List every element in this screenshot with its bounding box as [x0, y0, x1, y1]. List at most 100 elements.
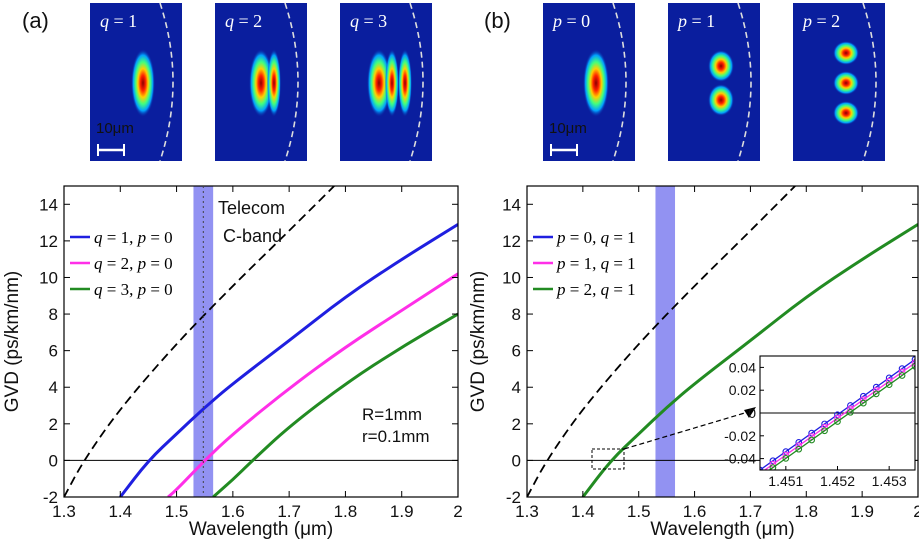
y-tick-label: -2	[43, 488, 58, 507]
y-tick-label: 12	[39, 232, 58, 251]
y-tick-label: 10	[39, 268, 58, 287]
mode-lobe	[708, 84, 734, 116]
inset-marker	[885, 381, 893, 389]
mode-lobe	[708, 50, 734, 82]
boundary-arc	[409, 2, 424, 162]
series-line-4	[64, 186, 335, 497]
y-tick-label: 6	[49, 342, 58, 361]
band-label-line1: Telecom	[218, 198, 285, 218]
mode-images-a: q = 1 10μm q = 2 q = 3	[90, 2, 432, 162]
chart-b: 1.3 1.4 1.5 1.6 1.7 1.8 1.9 2 -2 0 2 4 6 8 10 12 14 Wavel…	[468, 185, 919, 540]
inset-marker	[795, 445, 803, 453]
x-tick-label: 1.6	[683, 502, 707, 521]
mode-lobe	[833, 41, 859, 65]
zoom-box	[591, 448, 625, 470]
zoom-arrowhead	[744, 407, 756, 418]
x-tick-label: 1.9	[850, 502, 874, 521]
chart-a: 1.3 1.4 1.5 1.6 1.7 1.8 1.9 2 -2 0 2 4 6 8 10 12 14 Wavel…	[2, 185, 463, 540]
inset-marker	[898, 372, 906, 379]
x-axis-label: Wavelength (μm)	[189, 519, 333, 540]
scalebar-label: 10μm	[549, 120, 587, 137]
boundary-arc	[612, 2, 627, 162]
y-tick-label: 4	[512, 378, 521, 397]
series-line-2	[167, 272, 458, 497]
inset-x-tick-label: 1.452	[820, 473, 855, 489]
inset-y-tick-label: -0.04	[724, 451, 756, 467]
y-axis-label: GVD (ps/km/nm)	[468, 271, 489, 412]
inset-marker	[769, 464, 777, 470]
panel-a-label: (a)	[22, 8, 49, 33]
x-tick-label: 1.7	[739, 502, 763, 521]
inset-series-1	[760, 358, 915, 470]
legend-entry: q = 2, p = 0	[94, 254, 173, 273]
mode-image-b-3: p = 2	[793, 2, 885, 162]
y-tick-label: 4	[49, 378, 58, 397]
inset-series-2	[763, 362, 915, 470]
series-line-1	[581, 223, 918, 497]
x-tick-label: 1.9	[390, 502, 414, 521]
x-tick-label: 1.3	[515, 502, 539, 521]
plot-area	[64, 186, 458, 497]
mode-lobe	[385, 49, 399, 117]
x-tick-label: 1.6	[221, 502, 245, 521]
boundary-arc	[159, 2, 174, 162]
scalebar-label: 10μm	[96, 120, 134, 137]
legend-entry: q = 1, p = 0	[94, 228, 173, 247]
boundary-arc	[862, 2, 877, 162]
mode-label: q = 3	[350, 11, 387, 31]
x-tick-label: 2	[913, 502, 919, 521]
legend: p = 0, q = 1 p = 1, q = 1 p = 2, q = 1	[533, 228, 636, 299]
boundary-arc	[737, 2, 752, 162]
y-tick-label: 14	[39, 195, 58, 214]
x-tick-label: 1.4	[571, 502, 595, 521]
inset-x-tick-label: 1.451	[768, 473, 803, 489]
series-line-2	[527, 186, 796, 497]
inset-y-tick-label: 0	[748, 405, 756, 421]
x-tick-label: 1.8	[334, 502, 358, 521]
y-tick-label: 14	[502, 195, 521, 214]
mode-image-a-3: q = 3	[340, 2, 432, 162]
y-tick-label: 0	[49, 451, 58, 470]
inset-marker	[911, 356, 915, 363]
mode-lobe	[367, 49, 391, 117]
y-tick-label: -2	[506, 488, 521, 507]
inset-marker	[782, 455, 790, 462]
mode-lobe	[267, 49, 281, 117]
inset-marker	[821, 427, 828, 435]
inset-marker	[847, 408, 854, 416]
mode-image-b-2: p = 1	[668, 2, 760, 162]
legend-entry: p = 2, q = 1	[556, 280, 636, 299]
mode-lobe	[131, 49, 155, 117]
panel-b-label: (b)	[484, 8, 511, 33]
mode-label: q = 1	[100, 11, 137, 31]
plot-frame	[526, 185, 919, 498]
x-axis-label: Wavelength (μm)	[650, 519, 794, 540]
plot-frame	[63, 185, 459, 498]
inset-x-tick-label: 1.453	[872, 473, 907, 489]
mode-label: p = 1	[676, 11, 715, 31]
c-band-region	[655, 186, 676, 497]
mode-images-b: p = 0 10μm p = 1 p = 2	[543, 2, 885, 162]
inset-marker	[808, 436, 816, 444]
zoom-arrow	[623, 411, 749, 450]
x-tick-label: 1.5	[627, 502, 651, 521]
y-tick-label: 8	[512, 305, 521, 324]
mode-label: q = 2	[225, 11, 262, 31]
mode-label: p = 2	[801, 11, 840, 31]
inset-y-tick-label: 0.02	[729, 382, 756, 398]
inset-marker	[859, 399, 867, 407]
mode-label: p = 0	[551, 11, 590, 31]
inset-marker	[872, 390, 880, 398]
legend-entry: p = 0, q = 1	[556, 228, 636, 247]
mode-lobe	[398, 49, 412, 117]
mode-image-b-1: p = 0 10μm	[543, 2, 635, 162]
mode-image-a-2: q = 2	[215, 2, 307, 162]
x-tick-label: 2	[453, 502, 462, 521]
mode-image-a-1: q = 1 10μm	[90, 2, 182, 162]
inset-y-tick-label: -0.02	[724, 428, 756, 444]
annotation-R: R=1mm	[362, 405, 422, 424]
x-tick-label: 1.5	[165, 502, 189, 521]
x-tick-label: 1.7	[277, 502, 301, 521]
inset-marker	[911, 359, 915, 367]
inset: 0.04 0.02 0 -0.02 -0.04 1.451 1.452 1.453	[724, 355, 916, 489]
